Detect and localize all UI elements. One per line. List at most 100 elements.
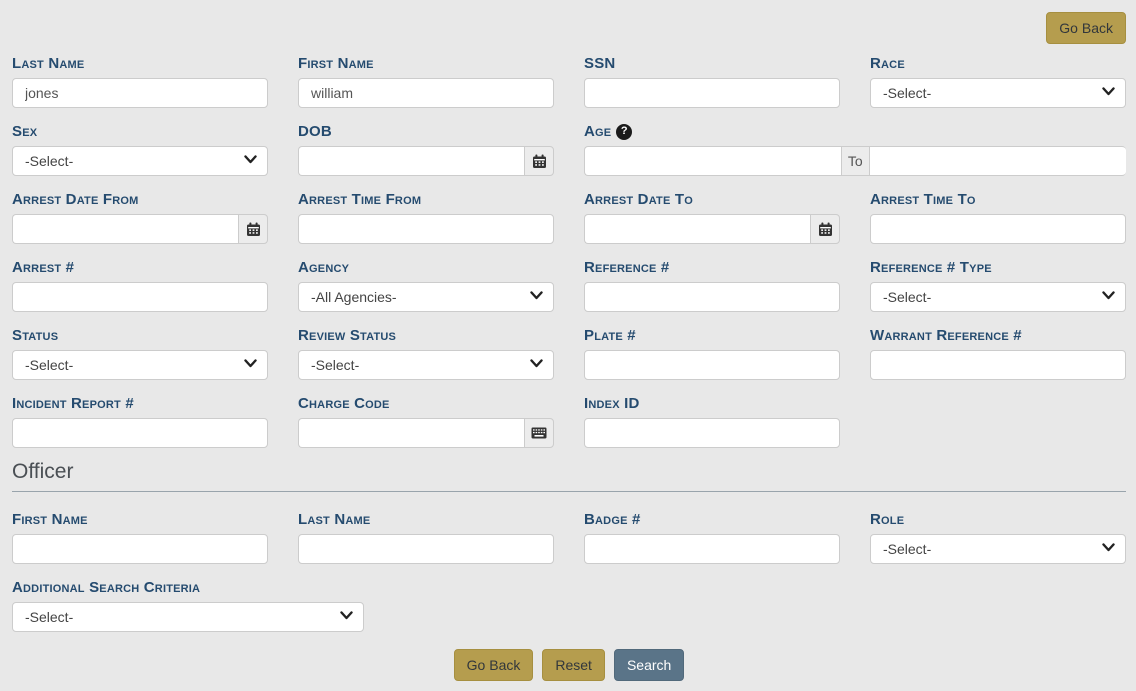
warrant-reference-number-input[interactable] — [870, 350, 1126, 380]
arrest-date-to-input[interactable] — [584, 214, 810, 244]
officer-section-heading: Officer — [12, 460, 1126, 492]
search-button[interactable]: Search — [613, 649, 685, 681]
first-name-label: First Name — [298, 55, 374, 72]
incident-report-number-input[interactable] — [12, 418, 268, 448]
arrest-date-to-label: Arrest Date To — [584, 191, 693, 208]
additional-search-criteria-select[interactable]: -Select- — [12, 602, 364, 632]
status-select[interactable]: -Select- — [12, 350, 268, 380]
age-label-text: Age — [584, 123, 612, 140]
officer-last-name-label: Last Name — [298, 511, 371, 528]
field-arrest-number: Arrest # — [12, 259, 268, 312]
sex-label: Sex — [12, 123, 38, 140]
sex-select[interactable]: -Select- — [12, 146, 268, 176]
field-reference-number-type: Reference # Type -Select- — [870, 259, 1126, 312]
field-warrant-reference-number: Warrant Reference # — [870, 327, 1126, 380]
agency-select-wrap: -All Agencies- — [298, 282, 554, 312]
field-officer-last-name: Last Name — [298, 511, 554, 564]
ssn-label: SSN — [584, 55, 616, 72]
sex-select-wrap: -Select- — [12, 146, 268, 176]
field-arrest-date-to: Arrest Date To — [584, 191, 840, 244]
field-arrest-time-to: Arrest Time To — [870, 191, 1126, 244]
first-name-input[interactable] — [298, 78, 554, 108]
officer-first-name-input[interactable] — [12, 534, 268, 564]
arrest-time-to-input[interactable] — [870, 214, 1126, 244]
arrest-time-to-label: Arrest Time To — [870, 191, 976, 208]
arrest-date-from-calendar-button[interactable] — [238, 214, 268, 244]
field-officer-first-name: First Name — [12, 511, 268, 564]
field-reference-number: Reference # — [584, 259, 840, 312]
arrest-time-from-input[interactable] — [298, 214, 554, 244]
reference-number-type-select-wrap: -Select- — [870, 282, 1126, 312]
dob-input-group — [298, 146, 554, 176]
field-first-name: First Name — [298, 55, 554, 108]
reference-number-type-label: Reference # Type — [870, 259, 992, 276]
ssn-input[interactable] — [584, 78, 840, 108]
charge-code-input[interactable] — [298, 418, 524, 448]
arrest-date-from-group — [12, 214, 268, 244]
dob-input[interactable] — [298, 146, 524, 176]
arrest-date-to-group — [584, 214, 840, 244]
additional-search-criteria-label: Additional Search Criteria — [12, 579, 201, 596]
status-select-wrap: -Select- — [12, 350, 268, 380]
field-status: Status -Select- — [12, 327, 268, 380]
race-select-wrap: -Select- — [870, 78, 1126, 108]
field-dob: DOB — [298, 123, 554, 176]
officer-role-select[interactable]: -Select- — [870, 534, 1126, 564]
review-status-label: Review Status — [298, 327, 397, 344]
status-label: Status — [12, 327, 59, 344]
additional-search-criteria-select-wrap: -Select- — [12, 602, 364, 632]
arrest-date-to-calendar-button[interactable] — [810, 214, 840, 244]
review-status-select-wrap: -Select- — [298, 350, 554, 380]
plate-number-input[interactable] — [584, 350, 840, 380]
dob-calendar-button[interactable] — [524, 146, 554, 176]
charge-code-lookup-button[interactable] — [524, 418, 554, 448]
field-review-status: Review Status -Select- — [298, 327, 554, 380]
field-sex: Sex -Select- — [12, 123, 268, 176]
arrest-time-from-label: Arrest Time From — [298, 191, 422, 208]
field-additional-search-criteria: Additional Search Criteria -Select- — [12, 579, 1126, 632]
index-id-input[interactable] — [584, 418, 840, 448]
reference-number-input[interactable] — [584, 282, 840, 312]
race-select[interactable]: -Select- — [870, 78, 1126, 108]
reset-button[interactable]: Reset — [542, 649, 605, 681]
go-back-button-bottom[interactable]: Go Back — [453, 649, 534, 681]
agency-label: Agency — [298, 259, 350, 276]
last-name-input[interactable] — [12, 78, 268, 108]
officer-badge-number-input[interactable] — [584, 534, 840, 564]
field-age: Age ? To — [584, 123, 1126, 176]
officer-role-select-wrap: -Select- — [870, 534, 1126, 564]
warrant-reference-number-label: Warrant Reference # — [870, 327, 1022, 344]
footer-action-bar: Go Back Reset Search — [12, 649, 1126, 681]
arrest-date-from-label: Arrest Date From — [12, 191, 139, 208]
age-to-separator: To — [840, 146, 870, 176]
reference-number-type-select[interactable]: -Select- — [870, 282, 1126, 312]
plate-number-label: Plate # — [584, 327, 636, 344]
agency-select[interactable]: -All Agencies- — [298, 282, 554, 312]
age-label: Age ? — [584, 123, 1126, 140]
go-back-button-top[interactable]: Go Back — [1046, 12, 1126, 44]
arrest-number-label: Arrest # — [12, 259, 75, 276]
field-officer-role: Role -Select- — [870, 511, 1126, 564]
last-name-label: Last Name — [12, 55, 85, 72]
reference-number-label: Reference # — [584, 259, 670, 276]
age-to-input[interactable] — [869, 146, 1126, 176]
field-race: Race -Select- — [870, 55, 1126, 108]
age-help-icon[interactable]: ? — [616, 123, 633, 140]
field-index-id: Index ID — [584, 395, 840, 448]
charge-code-label: Charge Code — [298, 395, 390, 412]
row6-spacer — [870, 395, 1126, 448]
age-range-group: To — [584, 146, 1126, 176]
top-bar: Go Back — [12, 12, 1126, 44]
arrest-date-from-input[interactable] — [12, 214, 238, 244]
review-status-select[interactable]: -Select- — [298, 350, 554, 380]
field-incident-report-number: Incident Report # — [12, 395, 268, 448]
officer-role-label: Role — [870, 511, 905, 528]
officer-last-name-input[interactable] — [298, 534, 554, 564]
field-officer-badge-number: Badge # — [584, 511, 840, 564]
arrest-number-input[interactable] — [12, 282, 268, 312]
age-from-input[interactable] — [584, 146, 841, 176]
field-last-name: Last Name — [12, 55, 268, 108]
field-arrest-date-from: Arrest Date From — [12, 191, 268, 244]
arrest-search-form: Last Name First Name SSN Race -Select- S… — [12, 55, 1126, 632]
